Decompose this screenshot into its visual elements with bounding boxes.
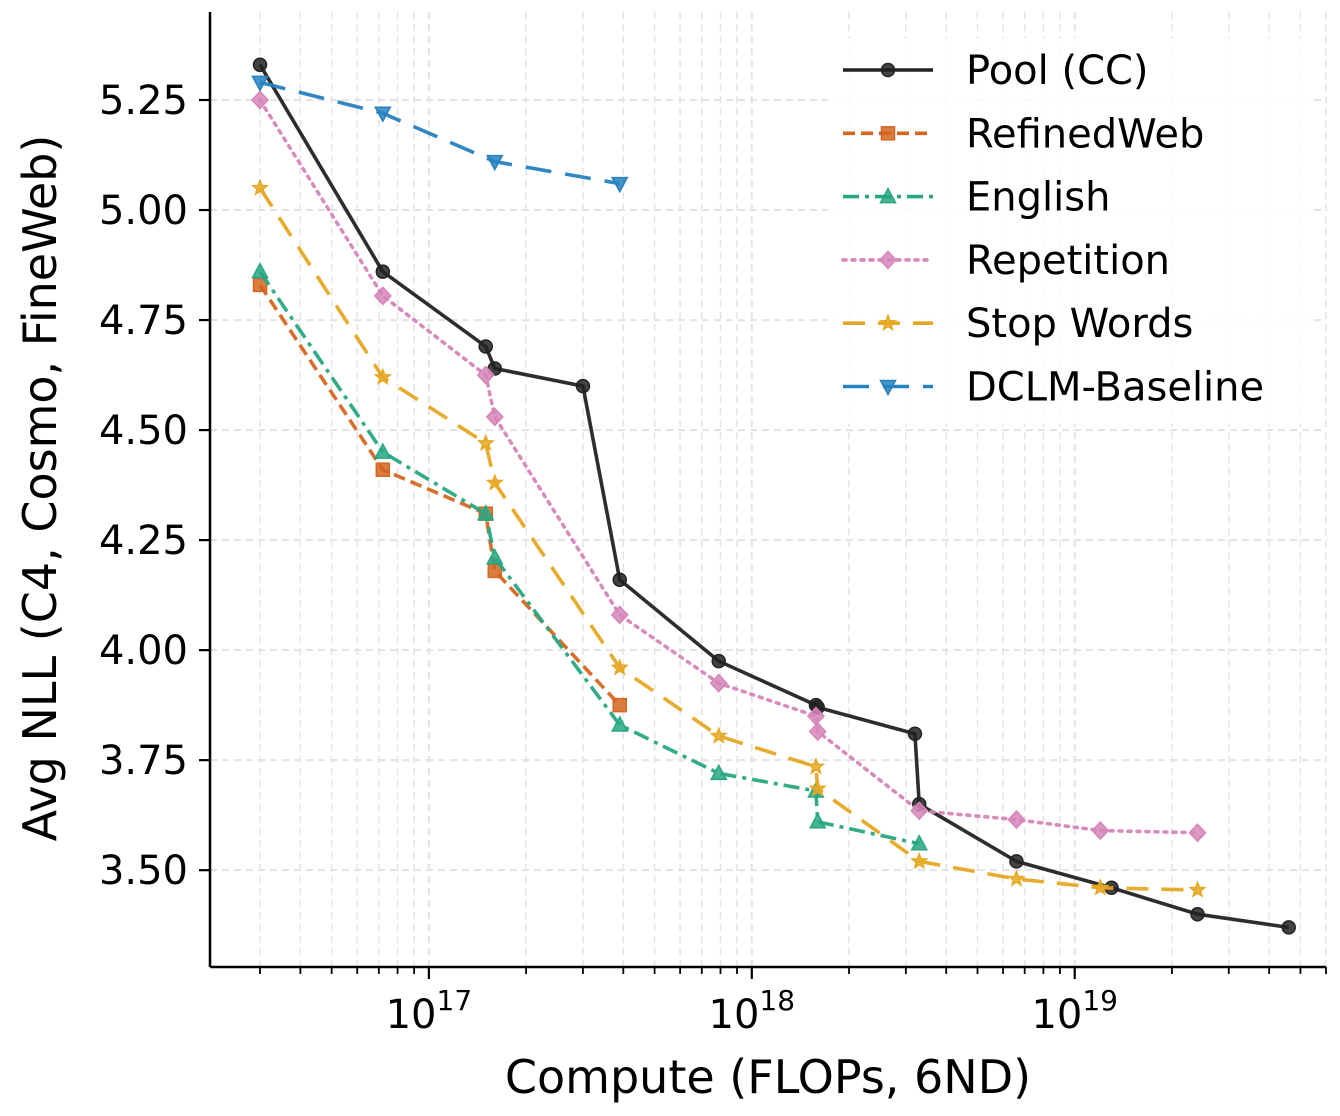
data-point — [806, 757, 826, 775]
data-point — [1190, 906, 1205, 922]
y-tick-label: 4.75 — [99, 298, 188, 344]
legend-label: Repetition — [966, 238, 1170, 284]
legend-entry: DCLM-Baseline — [843, 365, 1264, 411]
data-point — [476, 504, 495, 521]
data-point — [1009, 854, 1024, 869]
data-point — [252, 57, 268, 73]
y-tick-label: 3.75 — [99, 738, 188, 784]
y-tick-label: 4.25 — [99, 518, 188, 564]
data-point — [1091, 820, 1110, 841]
data-point — [910, 834, 928, 851]
data-point — [250, 90, 270, 110]
legend-entry: Stop Words — [843, 301, 1193, 347]
legend-label: Pool (CC) — [966, 48, 1149, 94]
series-line — [258, 98, 1200, 835]
series-line — [258, 187, 1198, 892]
y-tick-label: 5.00 — [99, 188, 188, 234]
legend-marker — [879, 187, 897, 204]
series-dclm-baseline — [251, 75, 629, 194]
series-line — [259, 80, 621, 186]
y-tick-label: 4.50 — [99, 408, 188, 454]
grid — [210, 12, 1327, 967]
data-point — [612, 572, 627, 587]
data-point — [610, 715, 629, 732]
legend-label: English — [966, 175, 1110, 221]
legend-entry: Pool (CC) — [843, 48, 1149, 94]
data-point — [486, 154, 504, 172]
data-point — [1007, 809, 1026, 830]
legend-entry: English — [843, 175, 1110, 221]
data-point — [1188, 880, 1207, 898]
data-point — [610, 658, 629, 676]
data-point — [375, 264, 391, 279]
data-point — [907, 726, 923, 742]
data-point — [910, 801, 929, 821]
legend-marker — [880, 126, 896, 141]
data-point — [485, 407, 504, 427]
data-point — [251, 75, 269, 93]
legend-marker — [880, 62, 896, 78]
data-point — [373, 286, 392, 306]
legend-label: RefinedWeb — [966, 111, 1204, 157]
x-tick-label: 1019 — [1031, 984, 1118, 1038]
data-point — [1281, 920, 1296, 935]
legend-label: Stop Words — [966, 301, 1193, 347]
data-point — [711, 653, 726, 669]
data-point — [575, 378, 591, 394]
data-point — [476, 365, 495, 385]
data-point — [610, 605, 629, 625]
data-point — [1091, 878, 1110, 896]
data-point — [1188, 823, 1207, 843]
data-point — [612, 697, 627, 713]
series-stop-words — [250, 178, 1207, 898]
axis-labels: Compute (FLOPs, 6ND) Avg NLL (C4, Cosmo,… — [13, 135, 1031, 1104]
legend-marker — [878, 313, 898, 331]
legend-marker — [879, 379, 897, 397]
data-point — [709, 726, 728, 744]
data-point — [251, 262, 269, 279]
series-english — [251, 262, 928, 851]
data-point — [910, 851, 929, 870]
data-point — [250, 178, 270, 196]
y-tick-label: 4.00 — [99, 628, 188, 674]
legend-label: DCLM-Baseline — [966, 365, 1264, 411]
legend-entry: RefinedWeb — [843, 111, 1204, 157]
data-point — [1007, 869, 1026, 887]
data-point — [478, 339, 493, 354]
data-point — [808, 812, 827, 829]
data-point — [374, 106, 392, 123]
x-tick-label: 1018 — [709, 984, 796, 1038]
y-tick-label: 3.50 — [99, 848, 188, 894]
data-point — [476, 433, 495, 452]
series-layer — [250, 57, 1296, 935]
y-tick-label: 5.25 — [99, 78, 188, 124]
legend-entry: Repetition — [841, 238, 1170, 284]
data-point — [486, 548, 504, 565]
data-point — [374, 442, 392, 459]
data-point — [808, 721, 827, 742]
y-axis-label: Avg NLL (C4, Cosmo, FineWeb) — [13, 135, 67, 842]
data-point — [610, 176, 629, 194]
data-point — [373, 367, 392, 386]
series-repetition — [250, 90, 1207, 843]
legend-marker — [878, 250, 898, 270]
data-point — [485, 473, 504, 491]
axes: 1017 1018 1019 3.50 3.75 4.00 4.25 4.50 4.75 5.00… — [99, 12, 1327, 1038]
data-point — [709, 763, 728, 781]
x-axis-label: Compute (FLOPs, 6ND) — [505, 1050, 1031, 1104]
data-point — [709, 673, 728, 693]
x-tick-label: 1017 — [386, 984, 473, 1038]
legend: Pool (CC) RefinedWeb English Repetition Stop… — [828, 38, 1312, 424]
data-point — [808, 779, 827, 797]
data-point — [375, 462, 391, 477]
